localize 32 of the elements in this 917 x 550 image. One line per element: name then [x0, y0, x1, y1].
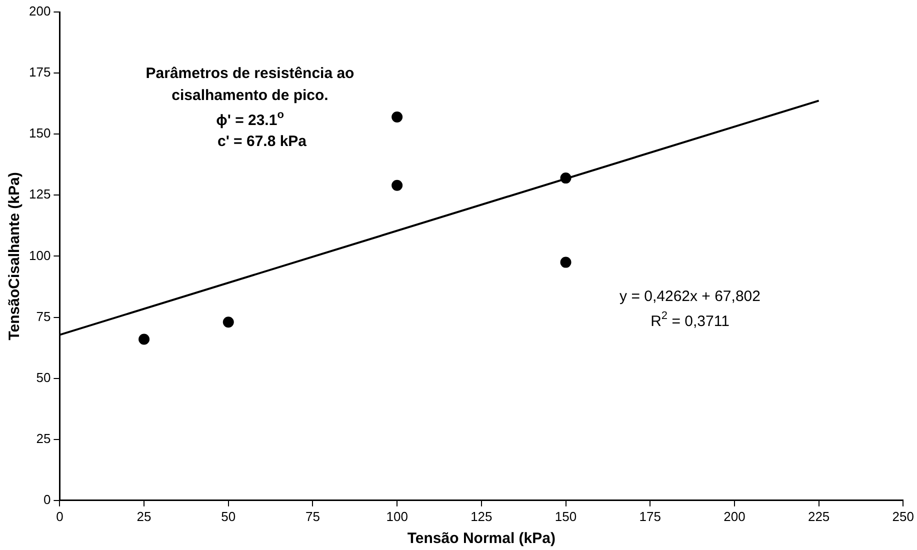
y-tick-label: 100 — [28, 248, 51, 263]
x-tick-label: 75 — [305, 508, 320, 524]
point — [392, 112, 403, 123]
point — [560, 256, 572, 268]
y-axis-title: TensãoCisalhante (kPa) — [6, 172, 24, 340]
x-tick-label: 100 — [386, 508, 408, 524]
x-tick-label: 50 — [221, 508, 236, 524]
x-tick-label: 150 — [554, 508, 577, 524]
x-tick-label: 25 — [136, 508, 152, 524]
y-tick-label: 50 — [36, 370, 51, 385]
point — [392, 180, 403, 191]
annotation: y = 0,4262x + 67,802 — [620, 288, 760, 306]
y-tick-label: 150 — [28, 126, 51, 141]
y-tick-label: 25 — [36, 430, 51, 446]
annotation: cisalhamento de pico. — [172, 87, 328, 104]
x-tick-label: 175 — [639, 508, 661, 524]
annotation: Parâmetros de resistência ao — [146, 65, 354, 82]
x-tick-label: 225 — [808, 508, 830, 524]
annotation: c' = 67.8 kPa — [217, 133, 308, 150]
x-tick-label: 125 — [470, 508, 492, 524]
y-tick-label: 125 — [28, 186, 51, 202]
point — [138, 334, 150, 345]
y-tick-label: 200 — [28, 4, 51, 19]
y-tick-label: 75 — [36, 308, 51, 324]
y-tick-label: 0 — [43, 492, 51, 507]
point — [222, 316, 234, 328]
x-axis-title: Tensão Normal (kPa) — [407, 530, 556, 548]
x-tick-label: 0 — [56, 508, 64, 524]
x-tick-label: 200 — [724, 508, 746, 524]
y-tick-label: 175 — [28, 64, 51, 80]
point — [560, 172, 572, 184]
x-tick-label: 250 — [892, 508, 914, 524]
